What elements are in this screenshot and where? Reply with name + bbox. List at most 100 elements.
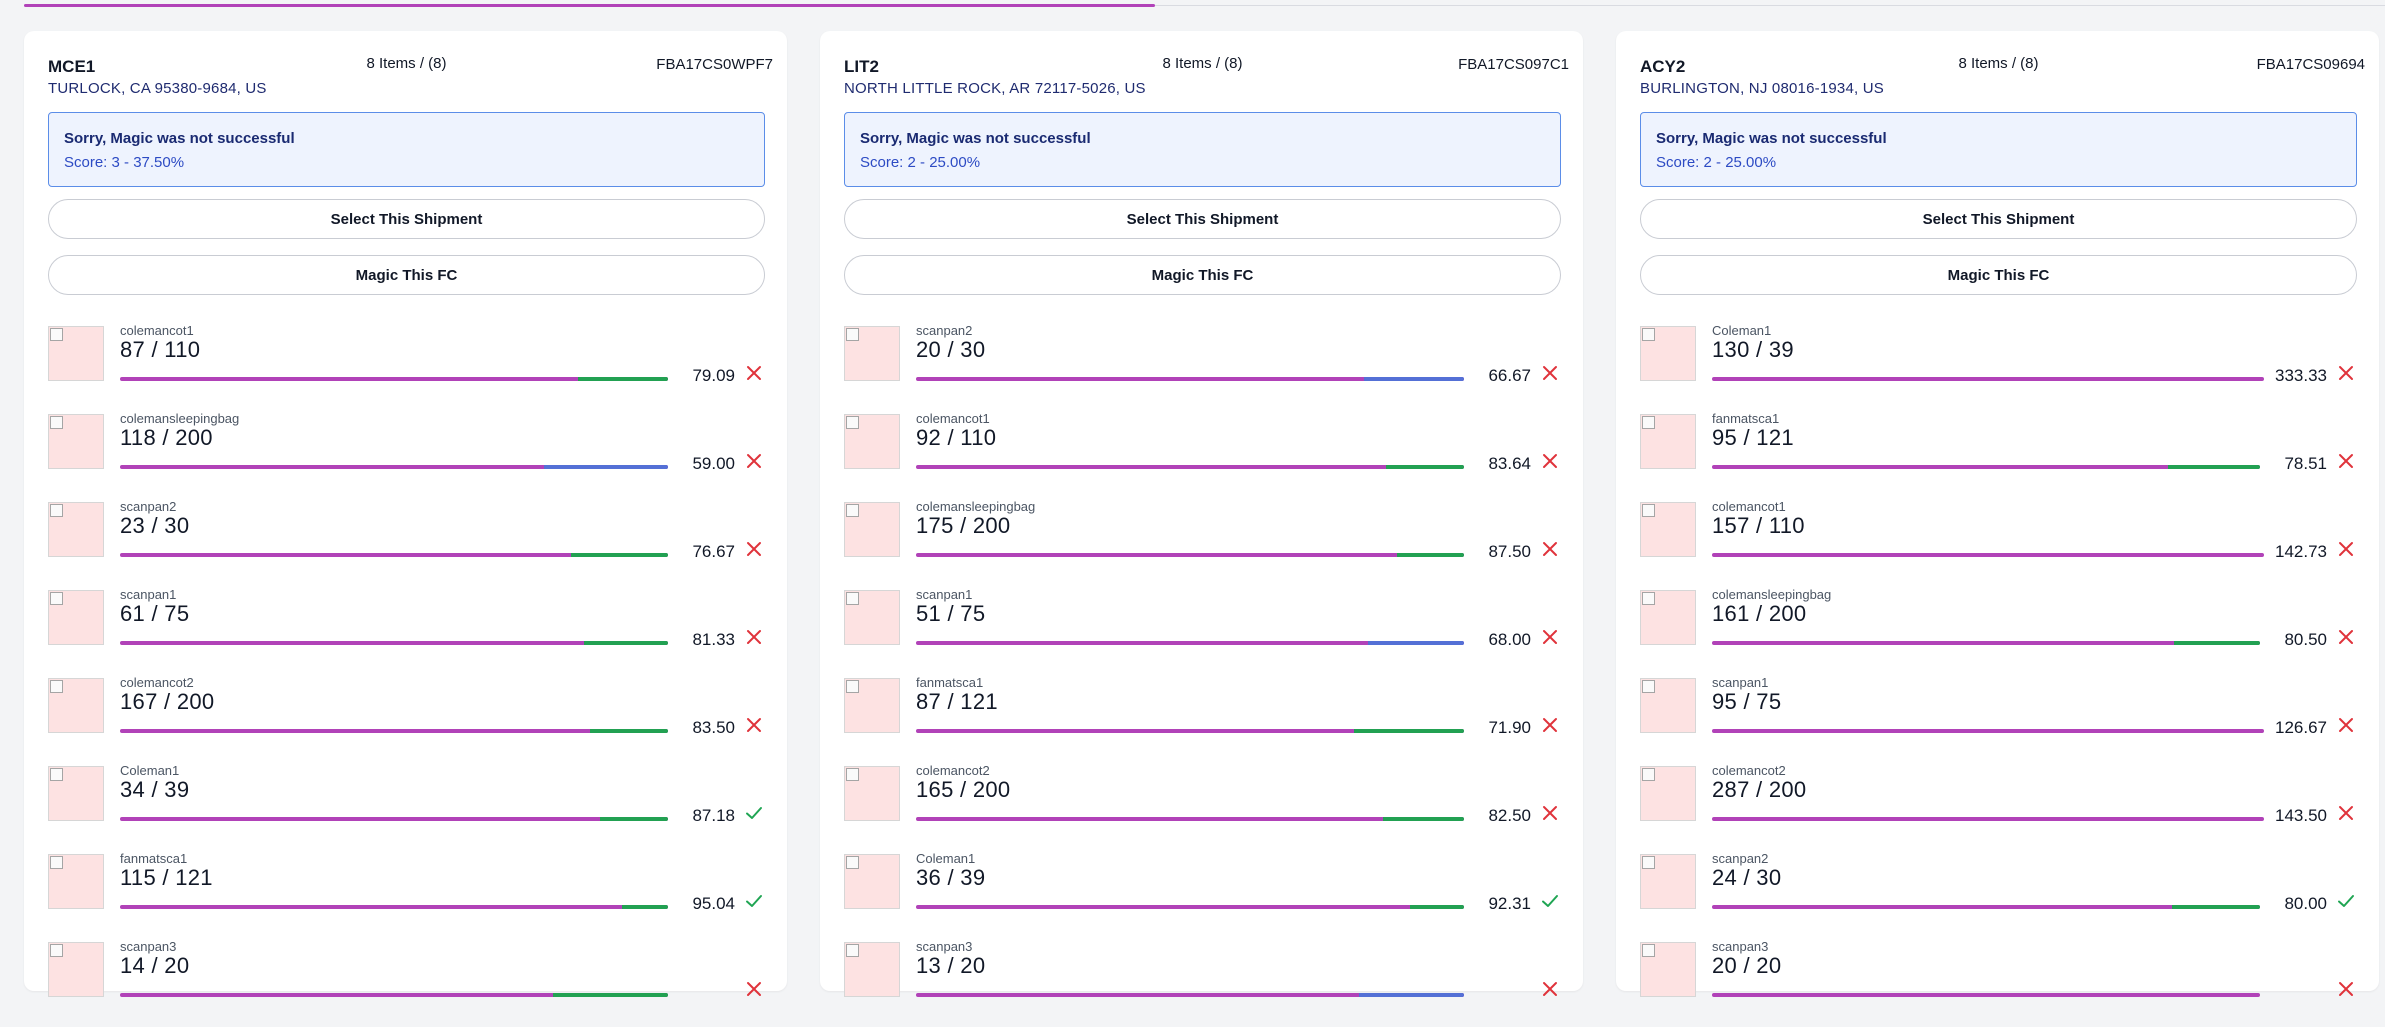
list-item: scanpan2 24 / 30 80.00	[1640, 851, 2357, 939]
magic-fc-button[interactable]: Magic This FC	[1640, 255, 2357, 295]
item-sku: colemancot2	[120, 675, 194, 690]
list-item: scanpan3 13 / 20	[844, 939, 1561, 1027]
close-icon	[745, 364, 763, 382]
item-sku: colemansleepingbag	[916, 499, 1036, 514]
product-image	[1640, 326, 1696, 381]
item-percentage: 83.64	[1488, 454, 1531, 473]
product-image	[48, 854, 104, 909]
bar-remaining-segment	[2168, 465, 2260, 469]
product-image	[48, 414, 104, 469]
item-sku: colemansleepingbag	[1712, 587, 1832, 602]
item-quantity: 92 / 110	[916, 425, 997, 450]
item-percentage: 95.04	[692, 894, 735, 913]
broken-image-icon	[1642, 592, 1655, 605]
select-shipment-button[interactable]: Select This Shipment	[1640, 199, 2357, 239]
product-image	[844, 766, 900, 821]
item-quantity: 175 / 200	[916, 513, 1011, 538]
item-fill-bar	[1712, 993, 2260, 997]
item-quantity: 61 / 75	[120, 601, 190, 626]
broken-image-icon	[1642, 944, 1655, 957]
broken-image-icon	[1642, 328, 1655, 341]
broken-image-icon	[846, 504, 859, 517]
item-percentage: 66.67	[1488, 366, 1531, 385]
item-list: Coleman1 130 / 39 333.33 fanmatsca1 95 / 121…	[1640, 323, 2357, 1027]
product-image	[48, 766, 104, 821]
close-icon	[2337, 452, 2355, 470]
item-quantity: 165 / 200	[916, 777, 1011, 802]
product-image	[1640, 590, 1696, 645]
item-quantity: 14 / 20	[120, 953, 190, 978]
magic-fc-button[interactable]: Magic This FC	[48, 255, 765, 295]
fc-address: NORTH LITTLE ROCK, AR 72117-5026, US	[844, 80, 1146, 97]
alert-score: Score: 3 - 37.50%	[64, 154, 185, 171]
broken-image-icon	[50, 504, 63, 517]
bar-remaining-segment	[2172, 905, 2260, 909]
item-fill-bar	[1712, 817, 2264, 821]
list-item: colemancot2 167 / 200 83.50	[48, 675, 765, 763]
item-percentage: 92.31	[1488, 894, 1531, 913]
fc-address: BURLINGTON, NJ 08016-1934, US	[1640, 80, 1884, 97]
bar-remaining-segment	[553, 993, 668, 997]
check-icon	[745, 892, 763, 910]
broken-image-icon	[846, 680, 859, 693]
list-item: Coleman1 130 / 39 333.33	[1640, 323, 2357, 411]
select-shipment-button[interactable]: Select This Shipment	[844, 199, 1561, 239]
alert-title: Sorry, Magic was not successful	[860, 130, 1091, 147]
bar-remaining-segment	[1368, 641, 1464, 645]
select-shipment-button[interactable]: Select This Shipment	[48, 199, 765, 239]
broken-image-icon	[1642, 768, 1655, 781]
item-fill-bar	[1712, 465, 2260, 469]
item-percentage: 333.33	[2275, 366, 2327, 385]
item-sku: scanpan3	[120, 939, 177, 954]
shipment-card: MCE1 8 Items / (8) FBA17CS0WPF7 TURLOCK, CA…	[24, 31, 787, 997]
list-item: scanpan3 20 / 20	[1640, 939, 2357, 1027]
item-fill-bar	[1712, 641, 2260, 645]
broken-image-icon	[50, 944, 63, 957]
item-quantity: 95 / 75	[1712, 689, 1782, 714]
item-fill-bar	[1712, 905, 2260, 909]
product-image	[844, 942, 900, 997]
item-fill-bar	[120, 465, 668, 469]
product-image	[48, 678, 104, 733]
broken-image-icon	[50, 592, 63, 605]
product-image	[1640, 414, 1696, 469]
item-quantity: 23 / 30	[120, 513, 190, 538]
item-percentage: 87.50	[1488, 542, 1531, 561]
item-fill-bar	[120, 817, 668, 821]
magic-result-alert: Sorry, Magic was not successful Score: 2 …	[1640, 112, 2357, 187]
bar-remaining-segment	[571, 553, 668, 557]
fc-code: LIT2	[844, 57, 879, 76]
magic-result-alert: Sorry, Magic was not successful Score: 2 …	[844, 112, 1561, 187]
list-item: Coleman1 36 / 39 92.31	[844, 851, 1561, 939]
item-quantity: 87 / 121	[916, 689, 998, 714]
list-item: scanpan1 95 / 75 126.67	[1640, 675, 2357, 763]
bar-remaining-segment	[622, 905, 668, 909]
items-count: 8 Items / (8)	[1162, 55, 1243, 72]
item-percentage: 143.50	[2275, 806, 2327, 825]
broken-image-icon	[1642, 416, 1655, 429]
list-item: scanpan1 51 / 75 68.00	[844, 587, 1561, 675]
item-quantity: 20 / 30	[916, 337, 986, 362]
broken-image-icon	[50, 416, 63, 429]
bar-remaining-segment	[600, 817, 668, 821]
item-quantity: 118 / 200	[120, 425, 213, 450]
bar-remaining-segment	[1364, 377, 1464, 381]
item-fill-bar	[916, 465, 1464, 469]
magic-fc-button[interactable]: Magic This FC	[844, 255, 1561, 295]
item-fill-bar	[120, 905, 668, 909]
shipment-id: FBA17CS09694	[2256, 56, 2365, 73]
item-fill-bar	[120, 729, 668, 733]
list-item: fanmatsca1 87 / 121 71.90	[844, 675, 1561, 763]
item-quantity: 95 / 121	[1712, 425, 1794, 450]
product-image	[1640, 854, 1696, 909]
progress-track	[24, 5, 2385, 6]
item-sku: colemancot1	[120, 323, 194, 338]
item-percentage: 59.00	[692, 454, 735, 473]
bar-remaining-segment	[1359, 993, 1464, 997]
item-quantity: 13 / 20	[916, 953, 986, 978]
item-quantity: 167 / 200	[120, 689, 215, 714]
list-item: colemansleepingbag 161 / 200 80.50	[1640, 587, 2357, 675]
check-icon	[2337, 892, 2355, 910]
item-fill-bar	[120, 553, 668, 557]
item-percentage: 87.18	[692, 806, 735, 825]
